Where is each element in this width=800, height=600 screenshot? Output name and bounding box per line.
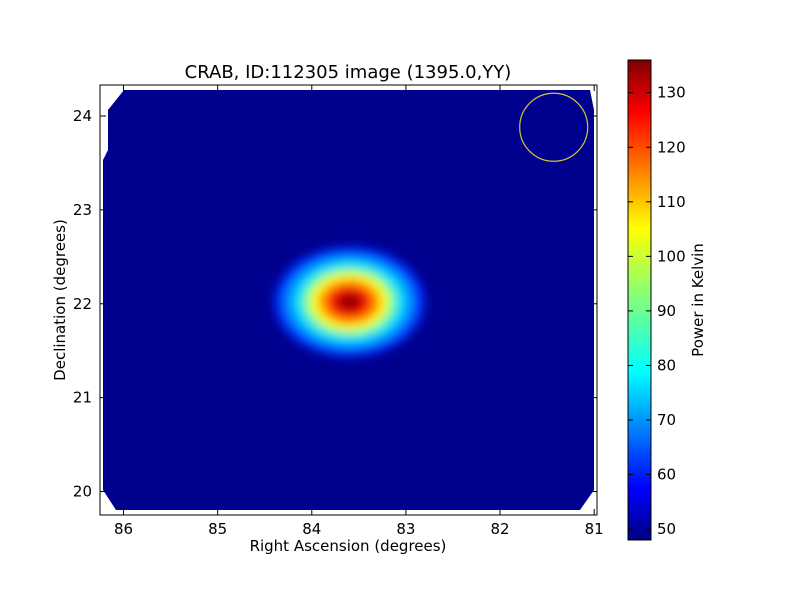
colorbar-tick-label: 100 [657,247,686,265]
colorbar-tick-label: 70 [657,411,676,429]
colorbar-gradient [627,59,652,541]
y-axis-ticks: 20 21 22 23 24 [73,107,597,501]
colorbar-tick-label: 50 [657,520,676,538]
y-axis-label: Declination (degrees) [51,219,69,381]
colorbar: 50 60 70 80 90 100 110 120 130 Power in Kelvin [627,59,707,541]
colorbar-ticks: 50 60 70 80 90 100 110 120 130 [628,84,686,538]
x-tick-label: 82 [491,520,510,538]
colorbar-tick-label: 120 [657,138,686,156]
y-tick-label: 21 [73,389,92,407]
y-tick-label: 24 [73,107,92,125]
y-tick-label: 20 [73,483,92,501]
y-tick-label: 22 [73,295,92,313]
x-axis-label: Right Ascension (degrees) [250,537,447,555]
beam-marker [519,92,589,162]
plot-frame [99,84,598,516]
colorbar-tick-label: 110 [657,193,686,211]
x-axis-ticks: 86 85 84 83 82 81 [114,85,604,538]
colorbar-tick-label: 60 [657,466,676,484]
x-tick-label: 85 [208,520,227,538]
x-tick-label: 83 [396,520,415,538]
colorbar-tick-label: 90 [657,302,676,320]
colorbar-tick-label: 130 [657,84,686,102]
colorbar-tick-label: 80 [657,356,676,374]
y-tick-label: 23 [73,201,92,219]
x-tick-label: 81 [585,520,604,538]
x-tick-label: 86 [114,520,133,538]
source-emission [274,246,425,357]
colorbar-label: Power in Kelvin [689,243,707,357]
chart-title: CRAB, ID:112305 image (1395.0,YY) [185,62,512,83]
heatmap-image [103,90,594,510]
x-tick-label: 84 [302,520,321,538]
source-contour-layer [341,296,357,308]
